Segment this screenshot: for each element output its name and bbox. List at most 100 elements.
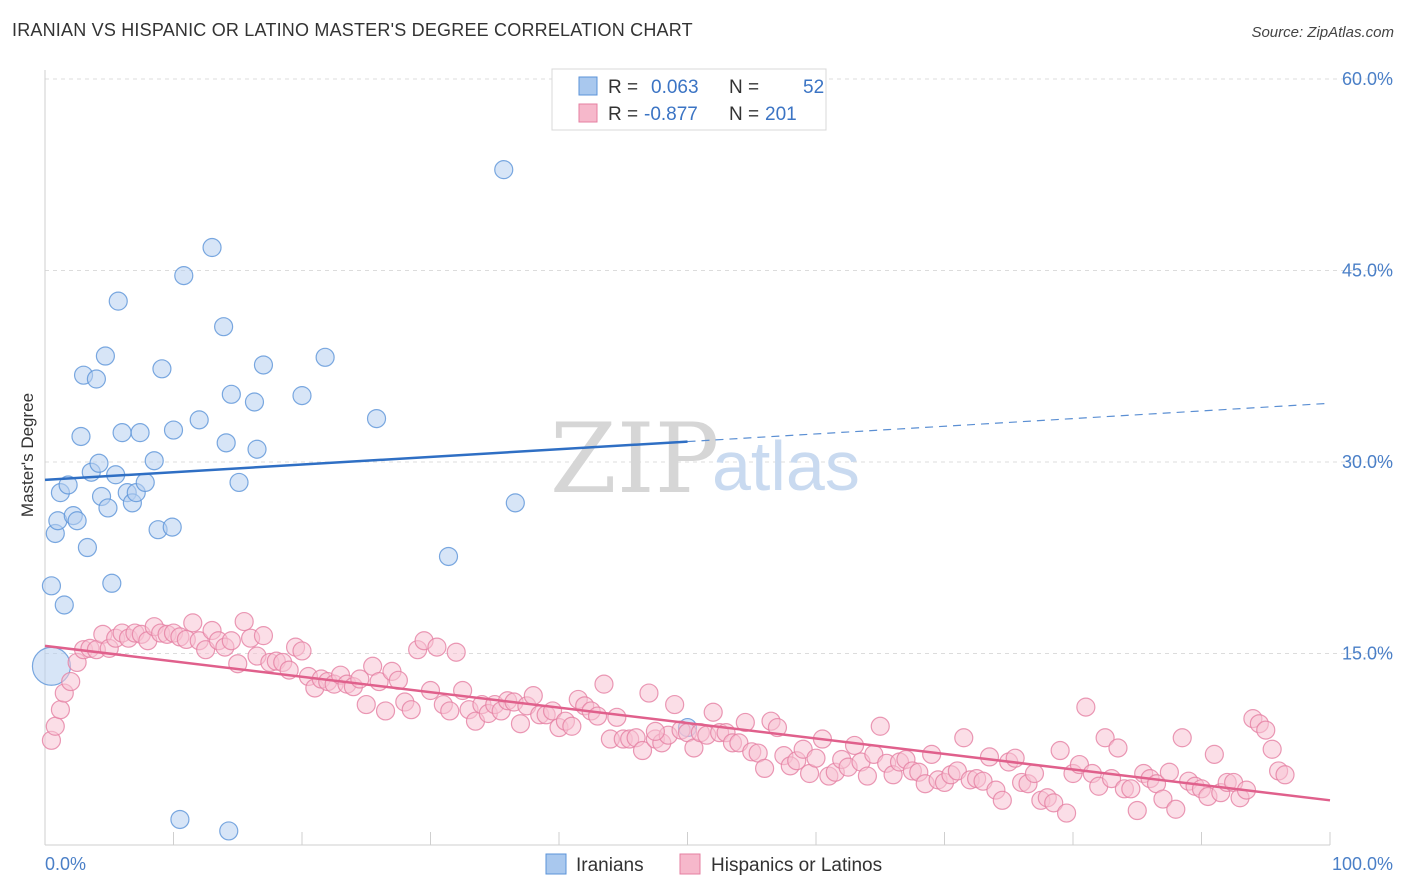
data-point xyxy=(1056,803,1077,823)
data-point xyxy=(587,706,608,726)
data-point xyxy=(1256,720,1276,740)
data-point xyxy=(292,641,312,661)
data-point xyxy=(562,716,582,736)
legend-r-label-0: R = xyxy=(608,77,638,98)
data-point xyxy=(427,637,447,657)
data-point xyxy=(870,716,890,736)
y-tick-label: 45.0% xyxy=(1342,261,1393,281)
trend-lines xyxy=(44,402,1331,802)
legend-n-value-1: 201 xyxy=(765,104,797,125)
data-point xyxy=(1275,765,1295,785)
data-point xyxy=(174,266,194,286)
data-point xyxy=(292,386,312,406)
data-point xyxy=(1095,728,1115,748)
data-point xyxy=(214,317,234,337)
data-point xyxy=(523,686,543,706)
data-point xyxy=(112,423,132,443)
grid-lines xyxy=(45,78,1392,654)
x-tick-label: 0.0% xyxy=(45,854,86,874)
data-point xyxy=(992,790,1012,810)
data-point xyxy=(1172,728,1192,748)
data-point xyxy=(979,747,1000,767)
data-point xyxy=(665,694,685,715)
data-point xyxy=(1159,762,1179,782)
data-point xyxy=(58,475,78,495)
legend-r-label-1: R = xyxy=(608,104,638,125)
data-point xyxy=(1076,697,1096,717)
data-point xyxy=(954,728,974,748)
chart-title: IRANIAN VS HISPANIC OR LATINO MASTER'S D… xyxy=(12,20,693,40)
data-point xyxy=(401,700,421,720)
y-tick-labels: 15.0% 30.0% 45.0% 60.0% xyxy=(1342,69,1393,664)
data-point xyxy=(735,712,755,733)
data-point xyxy=(1127,800,1147,821)
data-point xyxy=(234,611,254,632)
x-tick-labels: 0.0% 100.0% xyxy=(45,854,1393,874)
data-point xyxy=(221,631,241,651)
data-point xyxy=(767,717,788,738)
data-point xyxy=(77,537,98,558)
data-point xyxy=(61,671,81,692)
legend-swatch-hispanics xyxy=(578,103,598,123)
data-point xyxy=(438,546,459,567)
y-axis-title: Master's Degree xyxy=(18,393,37,517)
data-point xyxy=(130,423,150,443)
data-point xyxy=(152,359,172,379)
watermark-atlas: atlas xyxy=(712,427,860,505)
data-point xyxy=(54,595,74,615)
data-point xyxy=(639,683,659,703)
data-point xyxy=(163,420,184,440)
trend-line-hispanics xyxy=(44,644,1331,802)
legend-top: R = 0.063 N = 52 R = -0.877 N = 201 xyxy=(551,68,827,131)
data-point xyxy=(505,493,525,513)
data-point xyxy=(494,160,514,180)
data-point xyxy=(41,576,62,596)
data-point xyxy=(135,472,155,493)
data-point xyxy=(1204,744,1224,764)
data-point xyxy=(1121,779,1141,799)
data-point xyxy=(98,498,118,518)
data-point xyxy=(244,392,265,412)
data-point xyxy=(86,369,107,389)
legend-r-value-1: -0.877 xyxy=(644,104,698,125)
data-point xyxy=(1050,740,1070,761)
data-point xyxy=(144,451,164,471)
data-point xyxy=(857,766,878,786)
data-point xyxy=(1108,738,1128,758)
data-point xyxy=(375,701,396,721)
trend-line-iranians xyxy=(44,440,688,482)
data-point xyxy=(253,626,274,646)
legend-n-value-0: 52 xyxy=(803,77,824,98)
data-point xyxy=(247,439,267,459)
data-point xyxy=(71,426,91,447)
x-tick-label: 100.0% xyxy=(1332,854,1393,874)
data-point xyxy=(1044,793,1064,813)
legend-bottom-label-iranians: Iranians xyxy=(576,855,644,876)
legend-swatch-iranians xyxy=(578,76,598,96)
data-point xyxy=(607,707,627,727)
data-point xyxy=(229,472,249,493)
data-point xyxy=(446,642,466,662)
legend-r-value-0: 0.063 xyxy=(651,77,699,98)
data-point xyxy=(844,735,865,756)
legend-n-label-0: N = xyxy=(729,77,759,98)
data-point xyxy=(1166,799,1186,819)
chart-source: Source: ZipAtlas.com xyxy=(1251,24,1394,41)
data-point xyxy=(170,809,190,830)
legend-bottom-swatch-hispanics xyxy=(679,853,701,875)
series-hispanics-points xyxy=(41,611,1295,823)
data-point xyxy=(703,702,723,722)
data-point xyxy=(754,758,775,779)
data-point xyxy=(45,716,65,736)
data-point xyxy=(189,410,209,430)
data-point xyxy=(89,453,109,473)
data-point xyxy=(219,821,239,841)
x-ticks xyxy=(44,832,1331,845)
data-point xyxy=(183,613,203,633)
data-point xyxy=(1153,789,1173,809)
data-point xyxy=(510,714,531,734)
watermark: ZIP atlas xyxy=(550,403,860,515)
data-point xyxy=(1262,739,1282,759)
data-point xyxy=(1005,748,1025,768)
